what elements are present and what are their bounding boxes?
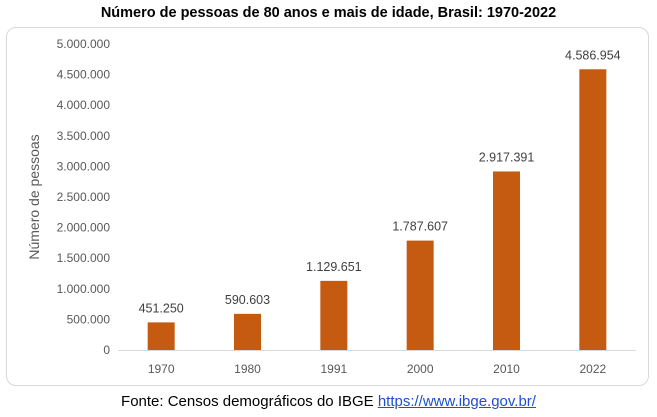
data-label: 1.787.607 <box>392 220 448 234</box>
bar <box>234 313 261 350</box>
y-tick-label: 2.500.000 <box>57 190 111 204</box>
bar <box>579 69 607 350</box>
bar <box>493 171 520 350</box>
source-note: Fonte: Censos demográficos do IBGE https… <box>0 393 657 410</box>
y-axis-title: Número de pessoas <box>26 134 42 259</box>
x-tick-label: 2000 <box>407 362 434 376</box>
bar <box>147 322 175 350</box>
x-tick-label: 2022 <box>579 362 606 376</box>
y-tick-label: 4.000.000 <box>57 98 111 112</box>
y-tick-label: 4.500.000 <box>57 68 111 82</box>
source-link[interactable]: https://www.ibge.gov.br/ <box>377 393 536 410</box>
data-label: 451.250 <box>139 301 184 315</box>
y-tick-label: 0 <box>103 343 110 357</box>
y-tick-label: 500.000 <box>67 312 111 326</box>
source-text: Fonte: Censos demográficos do IBGE <box>121 393 378 410</box>
y-tick-label: 3.500.000 <box>57 129 111 143</box>
x-tick-label: 2010 <box>493 362 520 376</box>
bar <box>320 280 348 350</box>
y-tick-label: 2.000.000 <box>57 221 111 235</box>
y-tick-label: 1.000.000 <box>57 282 111 296</box>
chart-title: Número de pessoas de 80 anos e mais de i… <box>100 5 557 21</box>
y-tick-label: 3.000.000 <box>57 159 111 173</box>
data-label: 2.917.391 <box>479 150 535 164</box>
bar <box>406 240 434 350</box>
x-tick-label: 1991 <box>320 362 347 376</box>
y-tick-label: 5.000.000 <box>57 37 111 51</box>
y-tick-label: 1.500.000 <box>57 251 111 265</box>
data-label: 1.129.651 <box>306 260 362 274</box>
x-tick-label: 1980 <box>234 362 261 376</box>
x-tick-label: 1970 <box>148 362 175 376</box>
data-label: 590.603 <box>225 293 270 307</box>
data-label: 4.586.954 <box>565 48 621 62</box>
